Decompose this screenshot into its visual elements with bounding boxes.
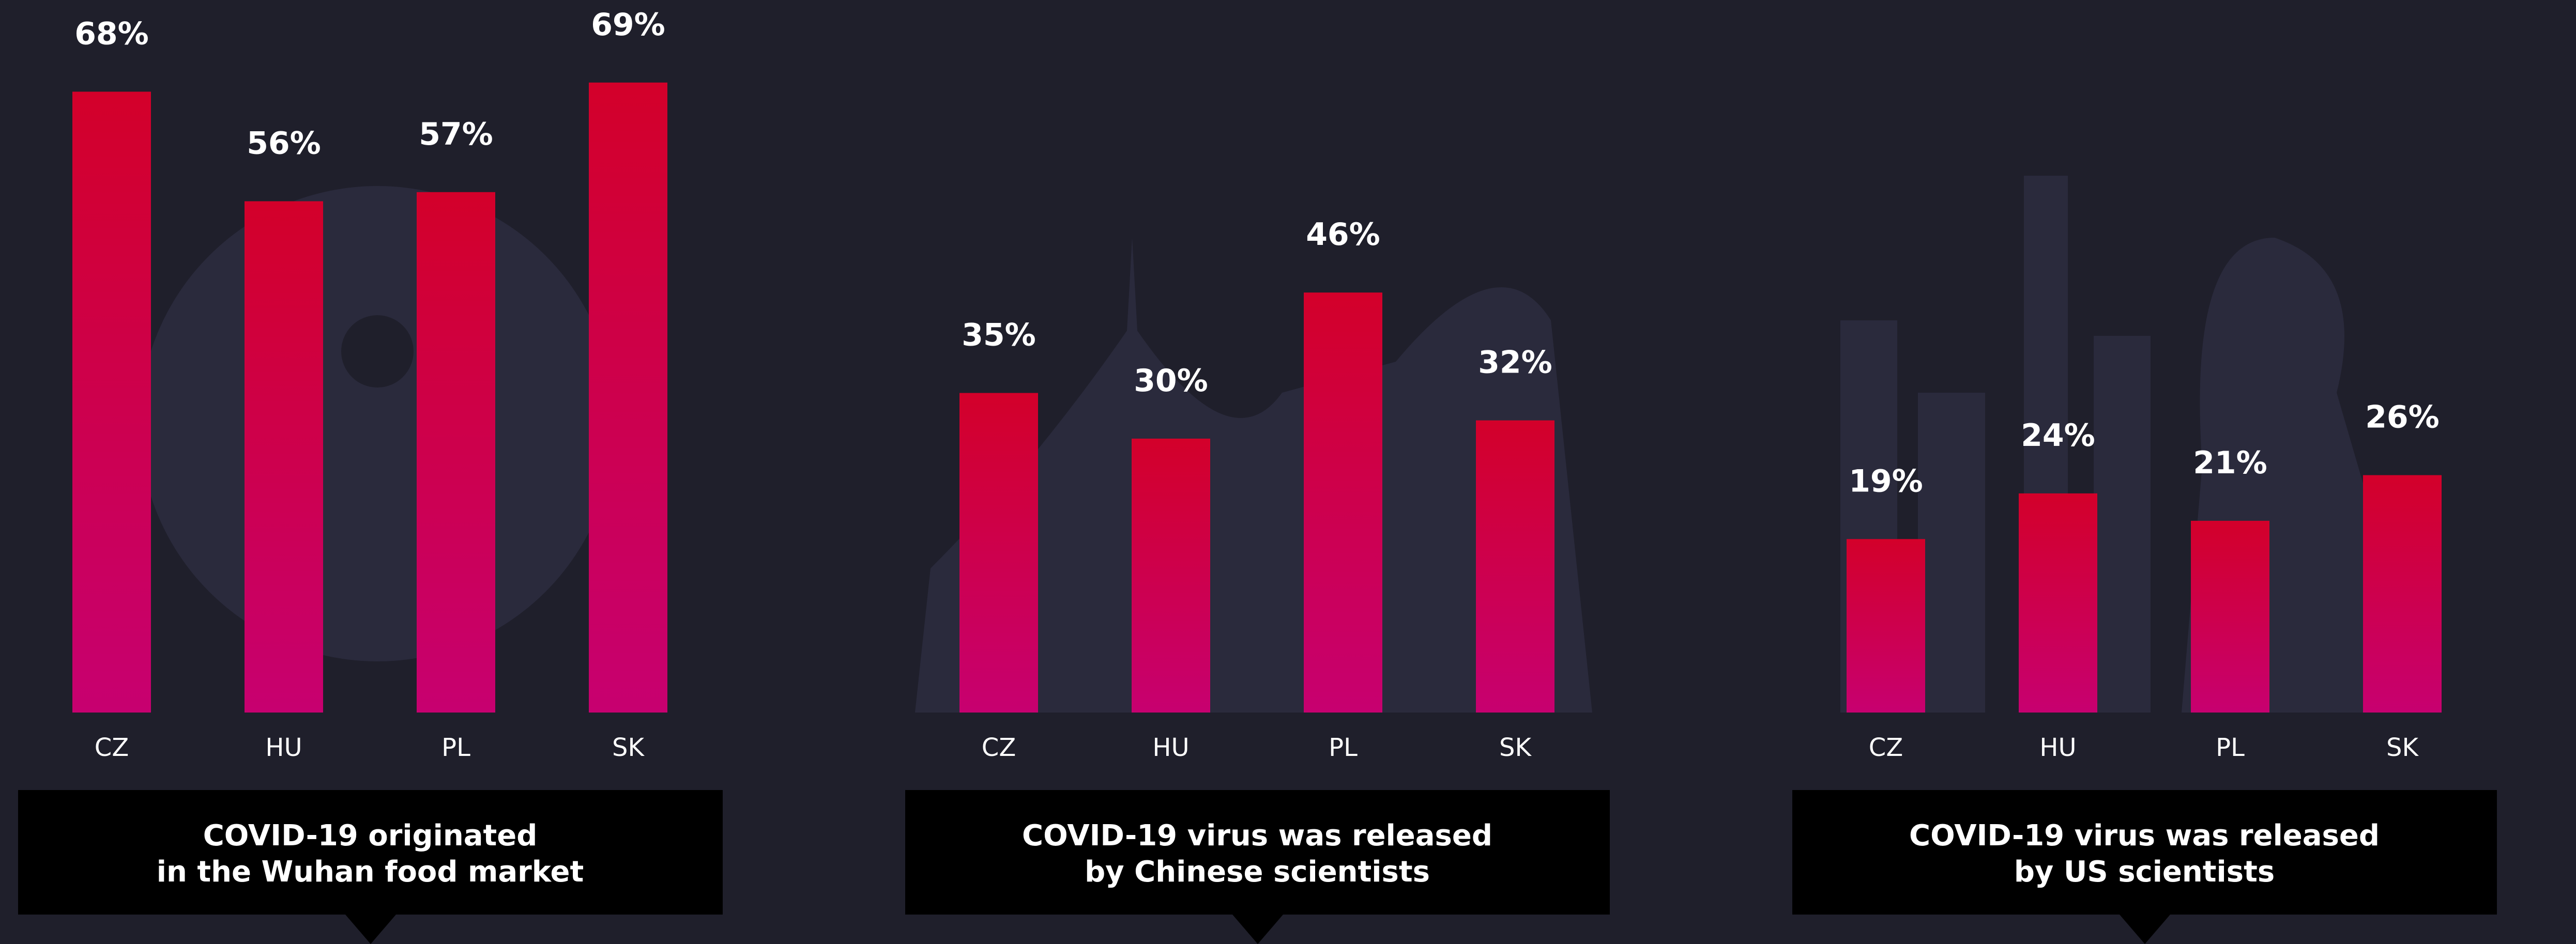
- value-label: 21%: [2193, 445, 2267, 481]
- bar: [1476, 421, 1554, 713]
- value-label: 56%: [247, 125, 321, 161]
- chart-title: COVID-19 virus was released: [1909, 819, 2380, 853]
- title-pointer: [1232, 915, 1283, 944]
- value-label: 57%: [419, 116, 493, 152]
- bar: [2019, 493, 2097, 713]
- value-label: 69%: [591, 7, 665, 43]
- category-label: CZ: [1869, 733, 1903, 762]
- bar: [1132, 439, 1210, 713]
- bar: [2191, 521, 2269, 713]
- value-label: 68%: [74, 16, 149, 52]
- value-label: 32%: [1478, 345, 1552, 381]
- value-label: 46%: [1306, 216, 1380, 253]
- bar: [589, 83, 667, 713]
- bar: [1304, 292, 1382, 713]
- category-label: PL: [441, 733, 470, 762]
- category-label: CZ: [95, 733, 129, 762]
- chart-title: in the Wuhan food market: [157, 855, 584, 889]
- bar: [417, 192, 495, 713]
- bar: [2363, 475, 2442, 713]
- title-pointer: [345, 915, 396, 944]
- chart-title: COVID-19 originated: [203, 819, 538, 853]
- chart-title: by US scientists: [2014, 855, 2275, 889]
- value-label: 19%: [1849, 463, 1923, 499]
- chart-panel: 68% CZ 56% HU 57% PL 69% SK COVID-19 originatedi…: [0, 0, 2576, 944]
- title-pointer: [2120, 915, 2170, 944]
- chart-title: by Chinese scientists: [1085, 855, 1430, 889]
- value-label: 24%: [2021, 417, 2095, 454]
- value-label: 26%: [2365, 399, 2440, 436]
- bar: [1847, 539, 1925, 713]
- page: {"chart_data": [ {"type": "bar", "title"…: [0, 0, 2576, 944]
- category-label: HU: [1152, 733, 1189, 762]
- bar: [72, 91, 151, 713]
- chart-title: COVID-19 virus was released: [1022, 819, 1492, 853]
- value-label: 35%: [962, 317, 1036, 353]
- value-label: 30%: [1134, 363, 1208, 399]
- category-label: SK: [612, 733, 645, 762]
- category-label: PL: [1329, 733, 1358, 762]
- category-label: HU: [265, 733, 302, 762]
- category-label: PL: [2216, 733, 2245, 762]
- category-label: SK: [2386, 733, 2419, 762]
- bar: [959, 393, 1038, 713]
- category-label: HU: [2039, 733, 2076, 762]
- bar: [245, 201, 323, 713]
- category-label: SK: [1499, 733, 1532, 762]
- category-label: CZ: [982, 733, 1016, 762]
